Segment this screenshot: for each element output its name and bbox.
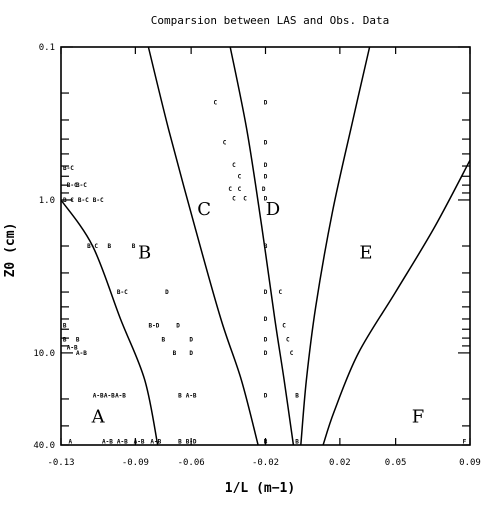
data-point: B: [132, 243, 136, 250]
data-point: D: [176, 322, 180, 329]
data-point: D: [264, 139, 268, 146]
boundary-C-D: [229, 46, 295, 446]
data-point: D: [264, 350, 268, 357]
region-label-b: B: [138, 242, 151, 263]
data-point: F: [463, 439, 467, 446]
data-point: A-B: [102, 439, 113, 446]
data-point: B: [178, 439, 182, 446]
boundary-E-F: [322, 159, 471, 446]
data-point: D: [262, 186, 266, 193]
chart-title: Comparsion between LAS and Obs. Data: [151, 14, 389, 27]
data-point: B-C: [63, 197, 74, 204]
data-point: C: [238, 173, 242, 180]
boundary-layer: [60, 46, 471, 446]
data-point: C: [223, 139, 227, 146]
data-point: B-C: [117, 289, 128, 296]
x-axis-label: 1/L (m−1): [225, 481, 295, 496]
y-tick-label: 10.0: [33, 349, 55, 359]
data-point: A-B: [104, 393, 115, 400]
region-label-e: E: [359, 242, 372, 263]
data-point: C: [228, 186, 232, 193]
data-point: D: [264, 337, 268, 344]
data-point: C: [232, 162, 236, 169]
x-tick-label: -0.02: [252, 458, 279, 468]
data-point: B-C: [78, 197, 89, 204]
x-tick-label: 0.02: [329, 458, 351, 468]
x-tick-label: -0.09: [122, 458, 149, 468]
boundary-B-C: [147, 46, 259, 446]
y-tick-label: 1.0: [39, 196, 55, 206]
region-label-f: F: [412, 406, 425, 427]
data-point: B-D: [149, 322, 160, 329]
data-point: A-B: [67, 344, 78, 351]
data-point: D: [165, 289, 169, 296]
data-point: C: [279, 289, 283, 296]
data-point: C: [213, 99, 217, 106]
data-point: D: [264, 196, 268, 203]
data-point: B: [108, 243, 112, 250]
data-point: A-B: [134, 439, 145, 446]
data-point: B-C: [67, 182, 78, 189]
points-layer: C DC DC DC DC C DC C DB-CB-CB-CB-C B-C B-CB-C B B BB-…: [63, 99, 467, 445]
data-point: C: [243, 196, 247, 203]
data-point: B: [264, 243, 268, 250]
data-point: C: [232, 196, 236, 203]
data-point: B: [295, 393, 299, 400]
data-point: A-B: [186, 393, 197, 400]
data-point: A-B: [93, 393, 104, 400]
data-point: D: [264, 173, 268, 180]
region-label-d: D: [266, 199, 280, 220]
data-point: D: [189, 350, 193, 357]
data-point: B-C: [93, 197, 104, 204]
data-point: D: [264, 162, 268, 169]
data-point: A-B: [150, 439, 161, 446]
data-point: B: [173, 350, 177, 357]
data-point: B-C: [76, 182, 87, 189]
data-point: C: [290, 350, 294, 357]
ticks-layer: -0.13 -0.09 -0.06 -0.02 0.02 0.05 0.09 0.1 1.0 10…: [33, 43, 481, 468]
region-label-c: C: [197, 199, 211, 220]
data-point: B-C: [63, 165, 74, 172]
x-tick-label: 0.09: [459, 458, 481, 468]
y-axis-label: Z0 (cm): [3, 223, 18, 278]
region-label-a: A: [91, 406, 106, 427]
data-point: A-B: [117, 439, 128, 446]
data-point: B: [295, 439, 299, 446]
data-point: D: [264, 99, 268, 106]
boundary-A-B: [60, 199, 159, 446]
data-point: A-B: [76, 350, 87, 357]
data-point: D: [264, 316, 268, 323]
data-point: C: [286, 337, 290, 344]
data-point: B-C: [87, 243, 98, 250]
data-point: A: [68, 439, 72, 446]
data-point: B: [178, 393, 182, 400]
data-point: C: [282, 322, 286, 329]
data-point: B: [63, 322, 67, 329]
x-tick-label: 0.05: [385, 458, 407, 468]
boundary-D-E: [300, 46, 371, 446]
region-layer: A B C D E F: [91, 199, 425, 427]
data-point: C: [238, 186, 242, 193]
x-tick-label: -0.06: [178, 458, 205, 468]
data-point: B: [63, 337, 67, 344]
data-point: A-B: [115, 393, 126, 400]
data-point: D: [264, 289, 268, 296]
data-point: D: [189, 337, 193, 344]
data-point: B: [76, 337, 80, 344]
data-point: D: [264, 393, 268, 400]
data-point: B: [264, 439, 268, 446]
y-tick-label: 0.1: [39, 43, 55, 53]
y-tick-label: 40.0: [33, 441, 55, 451]
data-point: B-D: [186, 439, 197, 446]
data-point: B: [161, 337, 165, 344]
x-tick-label: -0.13: [47, 458, 74, 468]
